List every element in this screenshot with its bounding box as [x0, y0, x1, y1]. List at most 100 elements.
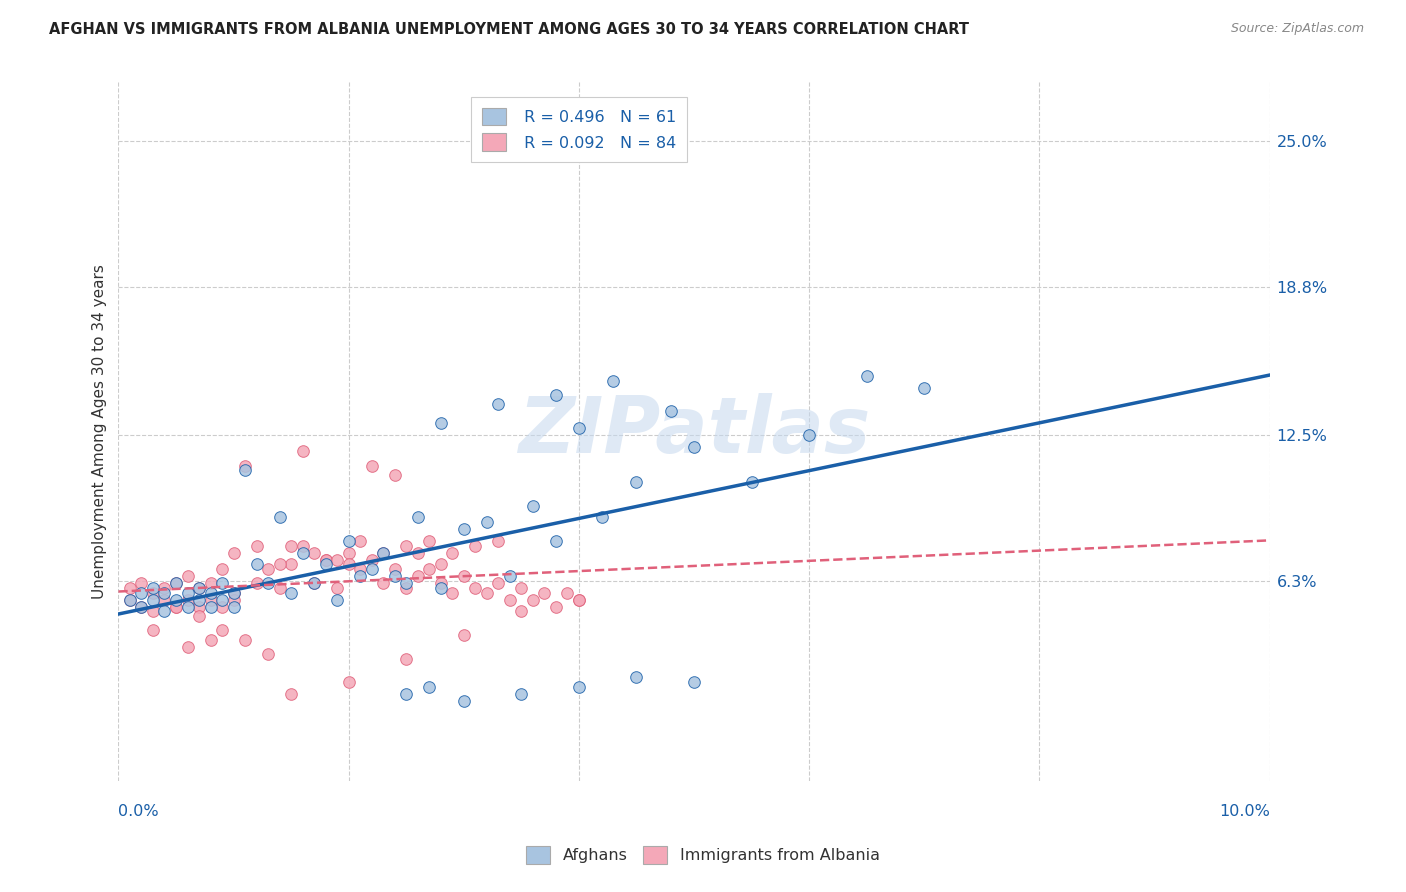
Point	[291, 546, 314, 560]
Point	[245, 558, 267, 572]
Point	[406, 569, 429, 583]
Point	[855, 369, 877, 384]
Point	[373, 546, 395, 560]
Point	[683, 440, 706, 454]
Point	[200, 632, 222, 647]
Point	[659, 404, 682, 418]
Text: Source: ZipAtlas.com: Source: ZipAtlas.com	[1230, 22, 1364, 36]
Point	[626, 670, 648, 684]
Point	[315, 552, 337, 566]
Point	[453, 569, 475, 583]
Point	[211, 562, 233, 576]
Point	[257, 576, 280, 591]
Point	[486, 576, 509, 591]
Point	[395, 581, 418, 595]
Point	[188, 581, 211, 595]
Point	[291, 444, 314, 458]
Point	[176, 599, 198, 614]
Point	[741, 475, 763, 489]
Point	[522, 499, 544, 513]
Point	[799, 428, 821, 442]
Point	[568, 592, 591, 607]
Point	[395, 687, 418, 701]
Point	[326, 592, 349, 607]
Point	[360, 552, 382, 566]
Point	[406, 510, 429, 524]
Point	[591, 510, 613, 524]
Point	[395, 576, 418, 591]
Point	[384, 467, 406, 482]
Point	[315, 552, 337, 566]
Point	[188, 592, 211, 607]
Point	[418, 680, 440, 694]
Point	[153, 604, 176, 618]
Point	[280, 585, 302, 599]
Point	[464, 581, 486, 595]
Point	[395, 539, 418, 553]
Point	[557, 585, 579, 599]
Text: 10.0%: 10.0%	[1219, 805, 1270, 820]
Point	[326, 581, 349, 595]
Point	[544, 533, 567, 548]
Point	[142, 624, 165, 638]
Point	[131, 599, 153, 614]
Point	[269, 510, 291, 524]
Point	[544, 599, 567, 614]
Point	[222, 546, 245, 560]
Point	[349, 533, 371, 548]
Point	[912, 381, 935, 395]
Point	[360, 458, 382, 473]
Point	[211, 592, 233, 607]
Point	[384, 562, 406, 576]
Point	[315, 558, 337, 572]
Point	[441, 546, 464, 560]
Point	[418, 533, 440, 548]
Point	[430, 558, 453, 572]
Point	[118, 581, 141, 595]
Point	[406, 546, 429, 560]
Point	[302, 576, 325, 591]
Point	[165, 592, 187, 607]
Point	[430, 416, 453, 430]
Point	[200, 585, 222, 599]
Point	[510, 687, 533, 701]
Point	[510, 581, 533, 595]
Point	[568, 680, 591, 694]
Point	[233, 632, 256, 647]
Point	[499, 569, 522, 583]
Point	[233, 458, 256, 473]
Point	[176, 640, 198, 654]
Point	[430, 576, 453, 591]
Point	[200, 599, 222, 614]
Point	[302, 576, 325, 591]
Point	[200, 576, 222, 591]
Point	[165, 599, 187, 614]
Point	[153, 581, 176, 595]
Point	[176, 592, 198, 607]
Point	[486, 397, 509, 411]
Point	[211, 576, 233, 591]
Point	[533, 585, 555, 599]
Point	[188, 581, 211, 595]
Point	[200, 592, 222, 607]
Point	[418, 562, 440, 576]
Point	[337, 533, 360, 548]
Point	[302, 546, 325, 560]
Point	[453, 628, 475, 642]
Point	[373, 546, 395, 560]
Point	[233, 463, 256, 477]
Text: 0.0%: 0.0%	[118, 805, 159, 820]
Point	[499, 592, 522, 607]
Point	[522, 592, 544, 607]
Point	[626, 475, 648, 489]
Point	[245, 576, 267, 591]
Point	[280, 539, 302, 553]
Point	[683, 675, 706, 690]
Point	[222, 585, 245, 599]
Point	[291, 539, 314, 553]
Point	[188, 599, 211, 614]
Point	[211, 624, 233, 638]
Point	[257, 647, 280, 661]
Point	[176, 569, 198, 583]
Y-axis label: Unemployment Among Ages 30 to 34 years: Unemployment Among Ages 30 to 34 years	[93, 264, 107, 599]
